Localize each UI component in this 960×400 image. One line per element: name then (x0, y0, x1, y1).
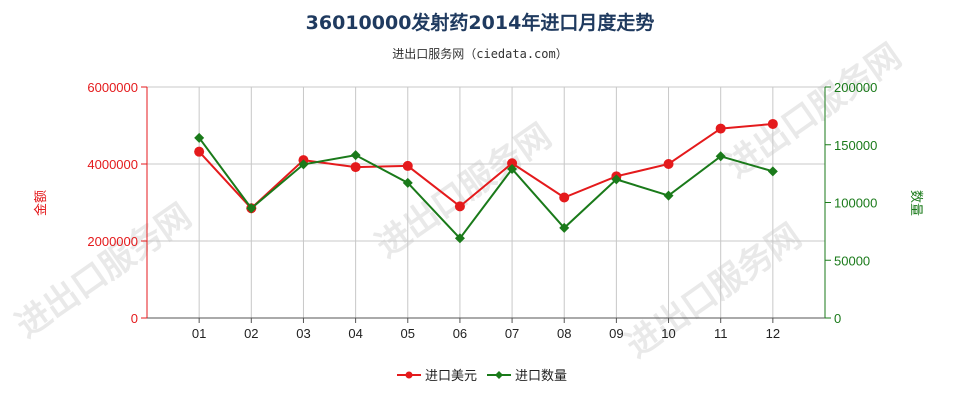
data-point (663, 159, 674, 169)
data-point (507, 158, 518, 169)
x-tick-label: 04 (348, 326, 362, 341)
left-tick-label: 6000000 (87, 80, 138, 95)
right-tick-label: 50000 (834, 253, 870, 268)
data-point (246, 203, 257, 214)
x-tick-label: 03 (296, 326, 310, 341)
right-tick-label: 150000 (834, 138, 877, 153)
data-point (559, 192, 570, 203)
data-point (402, 177, 413, 188)
series-layer (194, 118, 778, 244)
legend-label: 进口数量 (515, 369, 567, 384)
right-tick-label: 0 (834, 311, 841, 326)
series-line-1 (198, 122, 773, 210)
watermark-text: 进出口服务网 (619, 216, 809, 366)
data-point (663, 190, 674, 201)
data-point (767, 118, 778, 129)
legend: 进口美元 进口数量 (397, 369, 567, 384)
left-axis-label: 金额 (33, 190, 49, 216)
legend-label: 进口美元 (425, 369, 477, 384)
x-axis-ticks: 01 02 03 04 05 06 07 08 09 10 11 12 (192, 318, 780, 341)
data-point (767, 166, 778, 177)
legend-marker (495, 371, 503, 379)
legend-marker (405, 371, 413, 379)
right-tick-label: 100000 (834, 196, 877, 211)
left-axis-ticks: 0 2000000 4000000 6000000 (87, 80, 147, 326)
x-tick-label: 01 (192, 326, 206, 341)
x-tick-label: 11 (714, 326, 728, 341)
data-point (454, 233, 465, 244)
x-tick-label: 08 (557, 326, 571, 341)
data-point (715, 151, 726, 162)
x-tick-label: 06 (453, 326, 467, 341)
data-point (559, 222, 570, 233)
right-axis-label: 数量 (908, 190, 923, 216)
x-tick-label: 09 (609, 326, 623, 341)
x-tick-label: 10 (661, 326, 675, 341)
series-line-2 (198, 137, 774, 240)
x-tick-label: 12 (766, 326, 780, 341)
data-point (507, 164, 518, 175)
data-point (350, 162, 361, 173)
data-point (715, 123, 726, 134)
chart-subtitle: 进出口服务网（ciedata.com） (392, 46, 567, 61)
data-point (454, 201, 465, 212)
x-tick-label: 07 (505, 326, 519, 341)
data-point (402, 160, 413, 171)
x-tick-label: 02 (244, 326, 258, 341)
x-tick-label: 05 (401, 326, 415, 341)
data-point (194, 132, 205, 143)
chart-title: 36010000发射药2014年进口月度走势 (306, 11, 655, 34)
data-point (298, 159, 309, 170)
data-point (194, 146, 205, 157)
watermark-text: 进出口服务网 (9, 196, 199, 346)
left-tick-label: 0 (131, 311, 138, 326)
right-tick-label: 200000 (834, 80, 877, 95)
data-point (350, 150, 361, 161)
left-tick-label: 4000000 (87, 157, 138, 172)
left-tick-label: 2000000 (87, 234, 138, 249)
data-point (611, 174, 622, 185)
right-axis-ticks: 0 50000 100000 150000 200000 (825, 80, 877, 326)
